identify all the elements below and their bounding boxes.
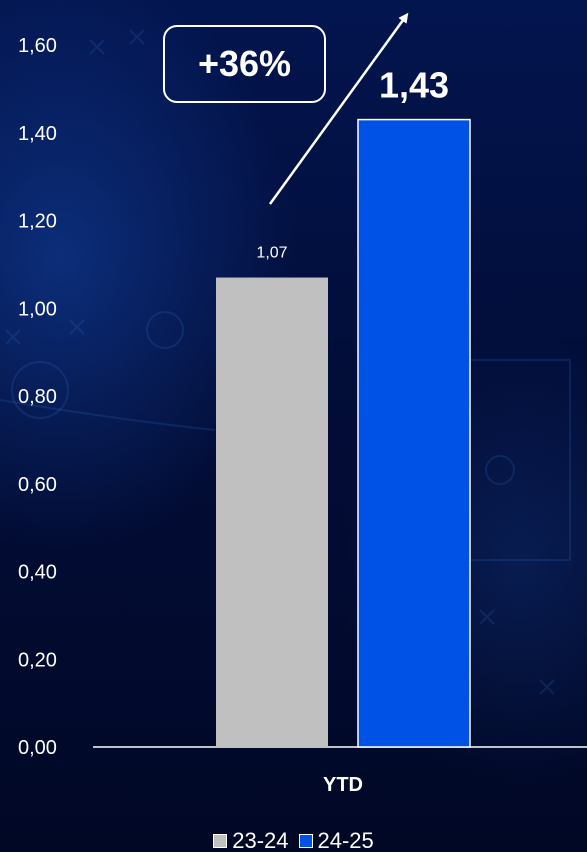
y-tick-label: 1,40 <box>18 123 57 145</box>
bar-24-25 <box>357 118 471 748</box>
legend-swatch-24-25 <box>298 834 313 848</box>
bar-23-24 <box>216 277 328 747</box>
y-tick-label: 0,20 <box>18 649 57 671</box>
y-tick-label: 0,40 <box>18 562 57 584</box>
legend: 23-24 24-25 <box>0 828 587 852</box>
value-label-24-25: 1,43 <box>379 65 449 106</box>
legend-item-24-25: 24-25 <box>298 828 374 852</box>
legend-swatch-23-24 <box>213 834 228 848</box>
y-tick-label: 1,20 <box>18 211 57 233</box>
legend-label-24-25: 24-25 <box>317 828 374 852</box>
growth-arrow <box>268 12 409 205</box>
bars <box>216 118 471 748</box>
y-axis: 0,00 0,20 0,40 0,60 0,80 1,00 1,20 1,40 1,60 <box>18 35 57 759</box>
category-label-ytd: YTD <box>323 774 363 796</box>
y-tick-label: 1,60 <box>18 35 57 57</box>
y-tick-label: 1,00 <box>18 298 57 320</box>
y-tick-label: 0,60 <box>18 474 57 496</box>
y-tick-label: 0,00 <box>18 737 57 759</box>
legend-item-23-24: 23-24 <box>213 828 289 852</box>
value-labels: 1,07 1,43 <box>256 65 449 262</box>
value-label-23-24: 1,07 <box>256 245 287 262</box>
growth-badge: +36% <box>163 25 326 103</box>
y-tick-label: 0,80 <box>18 386 57 408</box>
legend-label-23-24: 23-24 <box>232 828 289 852</box>
